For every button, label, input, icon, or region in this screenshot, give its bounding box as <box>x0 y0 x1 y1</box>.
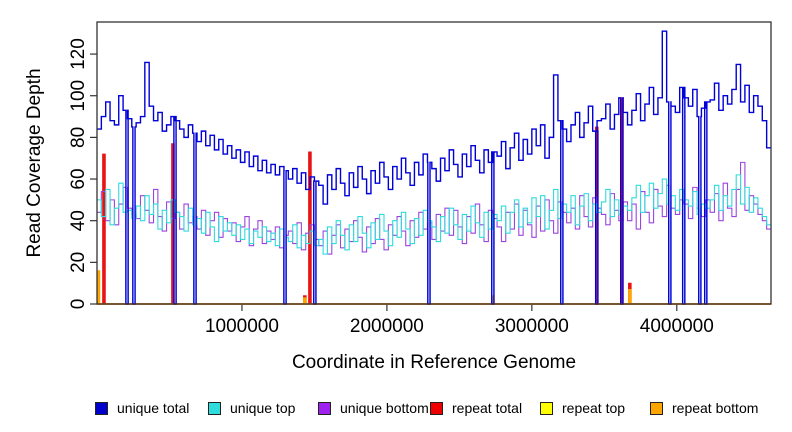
series-repeat-bottom-line-spike <box>628 289 632 305</box>
legend-item-unique-top: unique top <box>208 399 295 417</box>
x-tick-label: 2000000 <box>350 316 424 337</box>
legend-swatch-icon <box>318 401 331 415</box>
legend-item-repeat-top: repeat top <box>540 399 625 417</box>
y-tick-label: 120 <box>68 38 89 70</box>
y-axis-title: Read Coverage Depth <box>24 68 45 258</box>
legend-swatch-icon <box>540 401 553 415</box>
series-repeat-total-line-spike <box>102 153 106 305</box>
legend-label: unique bottom <box>340 400 429 416</box>
x-axis-title: Coordinate in Reference Genome <box>291 352 577 373</box>
series-repeat-bottom-line-spike <box>303 297 307 305</box>
legend-label: repeat top <box>562 400 626 416</box>
legend-item-repeat-total: repeat total <box>430 399 522 417</box>
x-tick-label: 4000000 <box>640 316 714 337</box>
series-unique-bottom-line <box>97 161 771 305</box>
legend-swatch-icon <box>208 401 221 415</box>
y-tick-label: 40 <box>68 210 89 231</box>
legend-label: repeat total <box>452 400 523 416</box>
legend-label: repeat bottom <box>672 400 759 416</box>
x-tick-label: 3000000 <box>495 316 569 337</box>
series-unique-total-line <box>97 30 771 305</box>
legend-item-unique-total: unique total <box>95 399 189 417</box>
legend-swatch-icon <box>650 401 663 415</box>
y-tick-label: 100 <box>68 80 89 112</box>
legend-item-unique-bottom: unique bottom <box>318 399 429 417</box>
y-tick-label: 20 <box>68 252 89 273</box>
legend-label: unique total <box>117 400 190 416</box>
legend: unique total unique top unique bottom repea… <box>0 399 792 423</box>
y-tick-label: 60 <box>68 168 89 189</box>
plot-border <box>96 21 772 305</box>
legend-item-repeat-bottom: repeat bottom <box>650 399 758 417</box>
legend-label: unique top <box>230 400 296 416</box>
y-tick-label: 0 <box>68 299 89 310</box>
legend-swatch-icon <box>95 401 108 415</box>
y-tick-label: 80 <box>68 127 89 148</box>
x-tick-label: 1000000 <box>205 316 279 337</box>
legend-swatch-icon <box>430 401 443 415</box>
